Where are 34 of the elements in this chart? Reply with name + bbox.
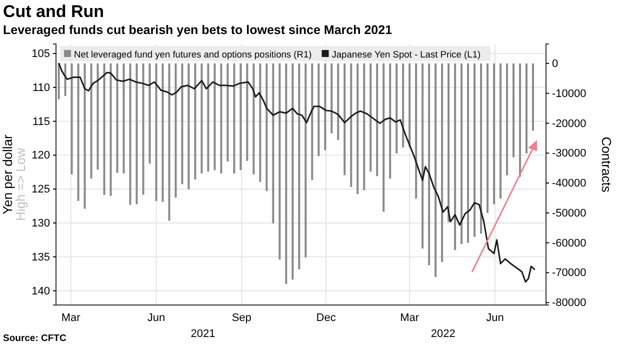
y2-axis-title: Contracts <box>599 136 614 193</box>
x-tick-label: Mar <box>400 312 420 324</box>
x-tick-label: Dec <box>316 312 336 324</box>
legend-label: Japanese Yen Spot - Last Price (L1) <box>332 50 481 60</box>
chart-title: Cut and Run <box>3 2 104 21</box>
y-tick-label: 120 <box>32 150 50 162</box>
legend-label: Net leveraged fund yen futures and options positions (R1) <box>74 50 312 60</box>
y-tick-label: 125 <box>32 184 50 196</box>
text: High => Low <box>13 147 28 221</box>
y2-tick-label: -80000 <box>552 297 586 310</box>
text: 2021 <box>190 328 216 340</box>
y-tick-label: 110 <box>32 82 50 94</box>
y-tick-label: 140 <box>32 285 50 298</box>
y-tick-label: 115 <box>32 116 50 128</box>
x-tick-label: Sep <box>232 312 252 324</box>
text: 2022 <box>430 328 456 340</box>
y2-tick-label: -20000 <box>552 118 586 130</box>
x-tick-label: Jun <box>486 312 504 324</box>
x-tick-label: Jun <box>147 312 166 324</box>
y2-tick-label: -40000 <box>552 178 586 190</box>
y2-tick-label: -60000 <box>552 237 586 250</box>
y2-tick-label: 0 <box>552 58 558 70</box>
y2-tick-label: -10000 <box>552 88 586 100</box>
chart-subtitle: Leveraged funds cut bearish yen bets to lowest since March 2021 <box>3 23 392 37</box>
y-tick-label: 105 <box>32 48 50 60</box>
y-tick-label: 135 <box>32 251 50 264</box>
y-tick-label: 130 <box>32 217 50 230</box>
x-tick-label: Mar <box>61 312 81 324</box>
line-series <box>58 62 536 283</box>
y2-tick-label: -50000 <box>552 207 586 220</box>
y2-tick-label: -30000 <box>552 148 586 160</box>
source-note: Source: CFTC <box>3 333 66 344</box>
y-axis-title: Yen per dollar <box>0 134 15 214</box>
y2-tick-label: -70000 <box>552 267 586 280</box>
